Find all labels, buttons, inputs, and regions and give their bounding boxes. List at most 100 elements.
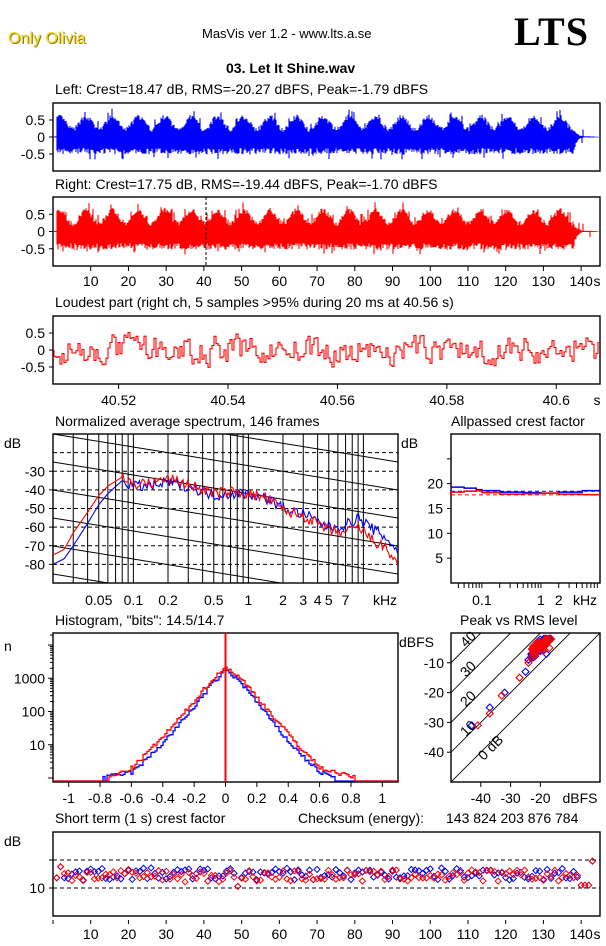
peak-rms-crest-label: 0 dB [475,732,507,764]
short-term-point [332,865,340,874]
peak-rms-point [515,673,524,682]
right-waveform-xtick-label: 20 [121,273,137,289]
peak-rms-crest-line [451,633,482,664]
spectrum-grid [53,434,398,583]
short-term-point [449,869,457,877]
short-term-point [203,877,212,885]
short-term-point [324,866,333,875]
short-term-point [400,875,408,883]
short-term-point [275,873,284,881]
short-term-point [147,864,155,872]
short-term-point [309,875,318,884]
short-term-point [513,866,521,875]
short-term-point [437,864,446,872]
right-waveform-xtick-label: 90 [385,273,401,289]
short-term-point [279,867,287,875]
allpassed-crest-frame [450,433,601,584]
allpassed-xtick-label: 0.1 [472,592,492,608]
short-term-point [332,875,340,883]
short-term-point [381,875,389,884]
short-term-point [588,857,597,865]
left-waveform-ytick-label: -0.5 [21,146,45,162]
left-waveform-ytick-label: 0 [37,129,45,145]
short-term-point [124,865,133,874]
short-term-point [113,872,121,880]
short-term-xtick-label: 10 [83,926,99,942]
short-term-point [90,875,99,883]
short-term-point [185,868,193,877]
spectrum-xtick-label: 5 [325,592,333,608]
short-term-point [166,875,174,883]
right-waveform-xtick-label: 10 [83,273,99,289]
short-term-point [196,865,204,873]
short-term-xtick-label: 110 [457,926,480,942]
short-term-point [551,866,559,874]
loudest-title: Loudest part (right ch, 5 samples >95% d… [55,294,454,310]
allpassed-xunit-label: kHz [573,592,597,608]
right-stats: Right: Crest=17.75 dB, RMS=-19.44 dBFS, … [55,176,438,192]
peak-rms-xtick-label: -30 [500,790,520,806]
short-term-ytick-label: 10 [29,880,45,896]
short-term-point [426,871,434,880]
peak-rms-ylabel: dBFS [399,634,434,650]
short-term-point [354,870,363,878]
short-term-point [392,866,400,874]
short-term-xtick-label: 100 [419,926,443,942]
short-term-point [381,871,389,879]
histogram-ytick-label: 10 [29,737,45,753]
right-waveform-ytick-label: 0 [37,224,45,240]
spectrum-slope-line [53,434,398,491]
short-term-point [513,869,521,877]
short-term-point [139,872,148,881]
short-term-point [87,868,95,877]
short-term-point [219,875,227,883]
short-term-point [543,865,551,874]
peak-rms-ytick-label: -40 [424,744,444,760]
short-term-series-right [53,857,597,891]
peak-vs-rms-frame [450,632,601,783]
short-term-xtick-label: 70 [309,926,325,942]
spectrum-xtick-label: 0.05 [85,592,112,608]
spectrum-xunit-label: kHz [373,592,397,608]
short-term-point [294,867,302,876]
histogram-xtick-label: -0.8 [88,790,112,806]
short-term-point [181,866,189,874]
short-term-point [339,872,348,880]
short-term-point [445,872,453,881]
short-term-point [71,871,80,880]
short-term-point [136,874,144,882]
short-term-point [170,870,178,878]
right-waveform-xunit-label: s [594,273,601,289]
spectrum-slope-line [53,489,398,547]
peak-rms-xtick-label: -20 [530,790,550,806]
short-term-point [347,875,355,884]
short-term-point [302,876,310,884]
short-term-point [298,875,306,883]
short-term-point [418,869,427,878]
short-term-point [181,878,189,886]
short-term-point [162,867,170,876]
peak-rms-point [521,667,530,677]
peak-rms-ytick-label: -20 [424,685,444,701]
short-term-point [268,873,276,881]
peak-rms-series-right [473,634,556,730]
spectrum-xtick-label: 4 [314,592,322,608]
short-term-point [581,881,589,889]
right-waveform-xtick-label: 130 [532,273,556,289]
histogram-xtick-label: 0.4 [278,790,298,806]
peak-rms-crest-label: 20 [457,687,479,709]
short-term-point [64,874,72,883]
peak-rms-crest-line [451,633,571,753]
right-waveform-xtick-label: 100 [419,273,443,289]
short-term-point [547,872,555,881]
short-term-point [203,865,212,873]
short-term-point [271,865,280,873]
short-term-point [543,870,551,878]
short-term-point [305,866,314,874]
short-term-point [343,866,351,874]
short-term-point [437,871,446,879]
allpassed-title: Allpassed crest factor [451,413,585,429]
spectrum-ytick-label: -80 [25,556,45,572]
right-waveform-xtick-label: 40 [196,273,212,289]
short-term-point [411,870,419,878]
